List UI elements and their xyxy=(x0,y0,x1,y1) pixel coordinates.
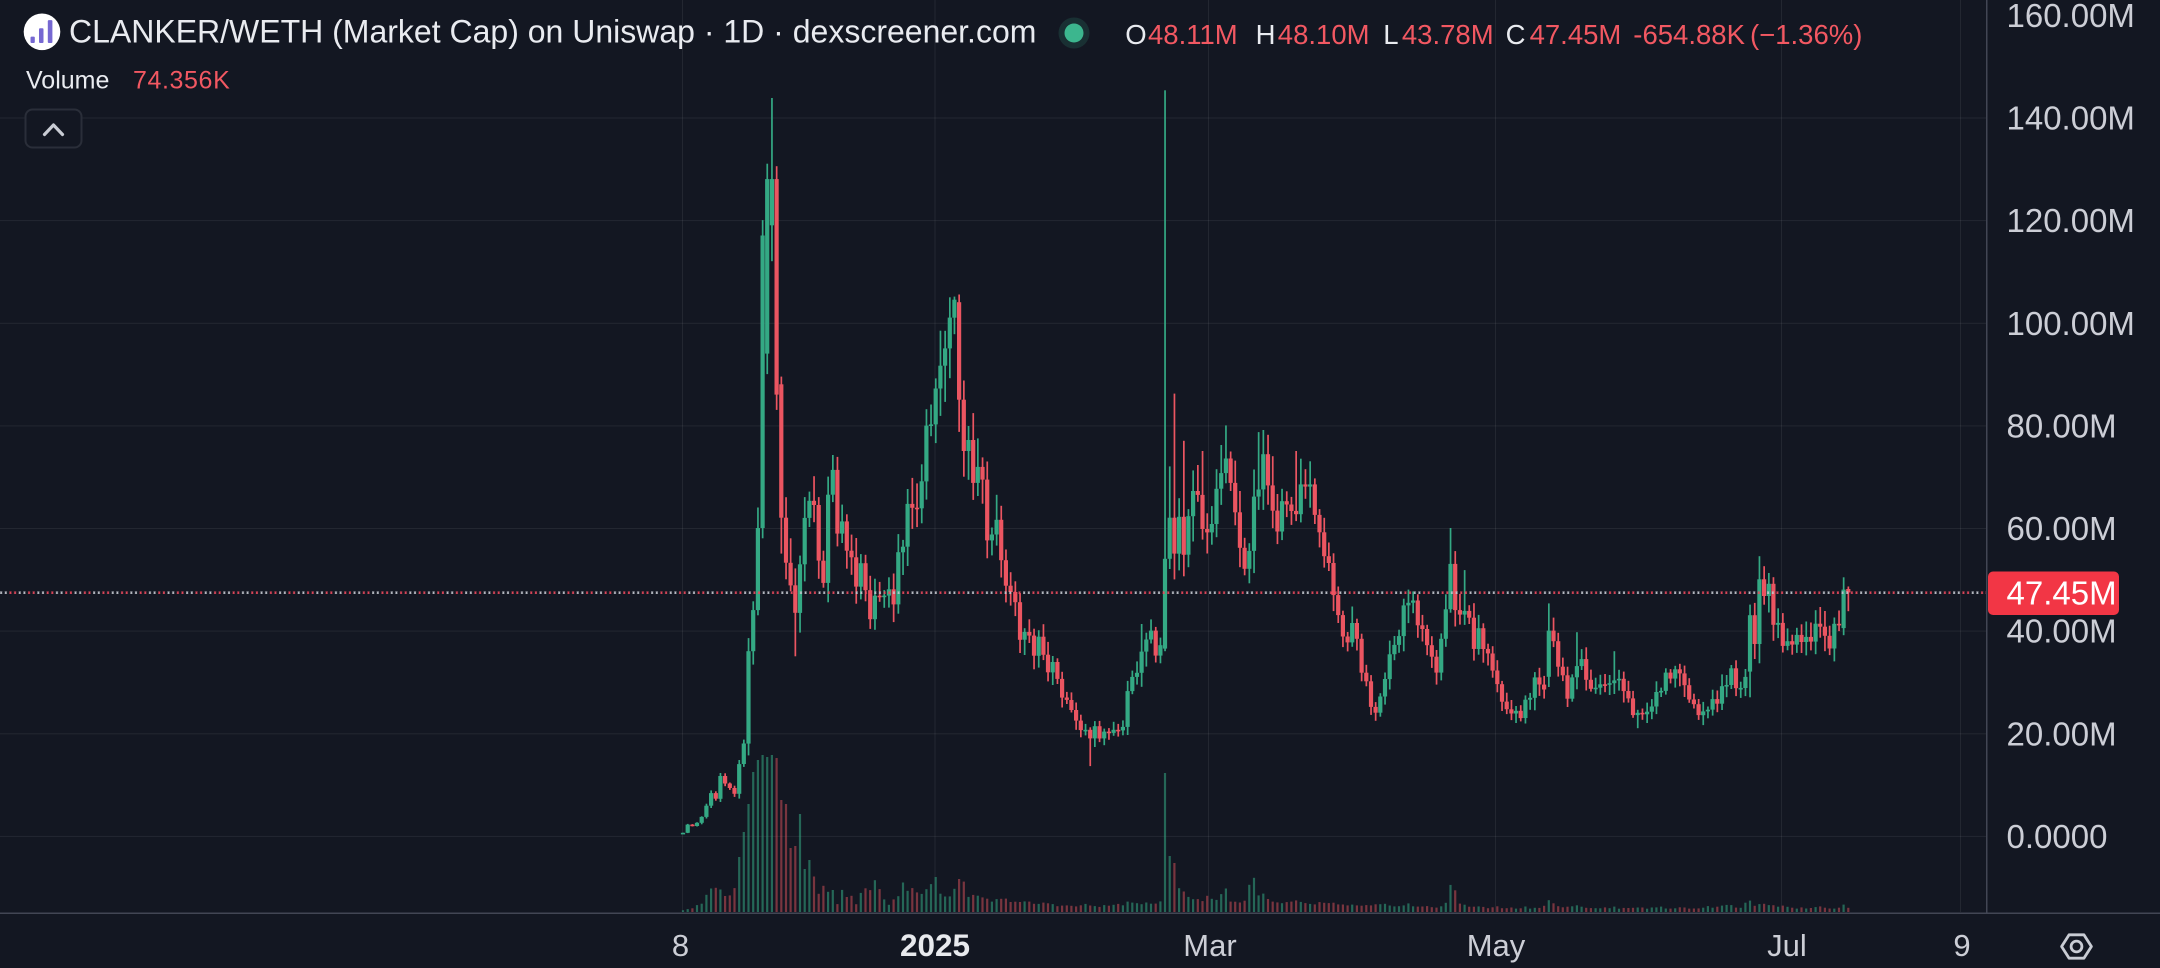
svg-text:47.45M: 47.45M xyxy=(1530,19,1622,50)
svg-text:Volume: Volume xyxy=(26,67,109,95)
svg-text:0.0000: 0.0000 xyxy=(2007,818,2108,855)
svg-text:100.00M: 100.00M xyxy=(2007,305,2135,342)
svg-text:O: O xyxy=(1125,19,1146,50)
svg-text:48.10M: 48.10M xyxy=(1278,19,1370,50)
svg-text:20.00M: 20.00M xyxy=(2007,715,2117,752)
svg-text:48.11M: 48.11M xyxy=(1148,19,1238,50)
svg-text:May: May xyxy=(1467,928,1526,963)
svg-text:43.78M: 43.78M xyxy=(1402,19,1494,50)
svg-text:H: H xyxy=(1256,19,1276,50)
svg-text:74.356K: 74.356K xyxy=(133,67,230,95)
svg-text:120.00M: 120.00M xyxy=(2007,202,2135,239)
svg-text:60.00M: 60.00M xyxy=(2007,510,2117,547)
svg-text:CLANKER/WETH (Market Cap) on U: CLANKER/WETH (Market Cap) on Uniswap · 1… xyxy=(69,14,1036,50)
svg-text:Jul: Jul xyxy=(1767,928,1807,963)
svg-text:2025: 2025 xyxy=(900,927,970,963)
svg-text:Mar: Mar xyxy=(1183,928,1236,963)
svg-text:80.00M: 80.00M xyxy=(2007,407,2117,444)
svg-text:9: 9 xyxy=(1953,928,1970,963)
svg-text:140.00M: 140.00M xyxy=(2007,100,2135,137)
svg-text:L: L xyxy=(1383,19,1398,50)
svg-text:160.00M: 160.00M xyxy=(2007,0,2135,34)
svg-text:-654.88K: -654.88K xyxy=(1633,19,1745,50)
svg-text:47.45M: 47.45M xyxy=(2007,575,2117,612)
svg-text:(−1.36%): (−1.36%) xyxy=(1750,19,1862,50)
svg-text:C: C xyxy=(1506,19,1526,50)
svg-text:8: 8 xyxy=(672,928,689,963)
svg-text:40.00M: 40.00M xyxy=(2007,613,2117,650)
